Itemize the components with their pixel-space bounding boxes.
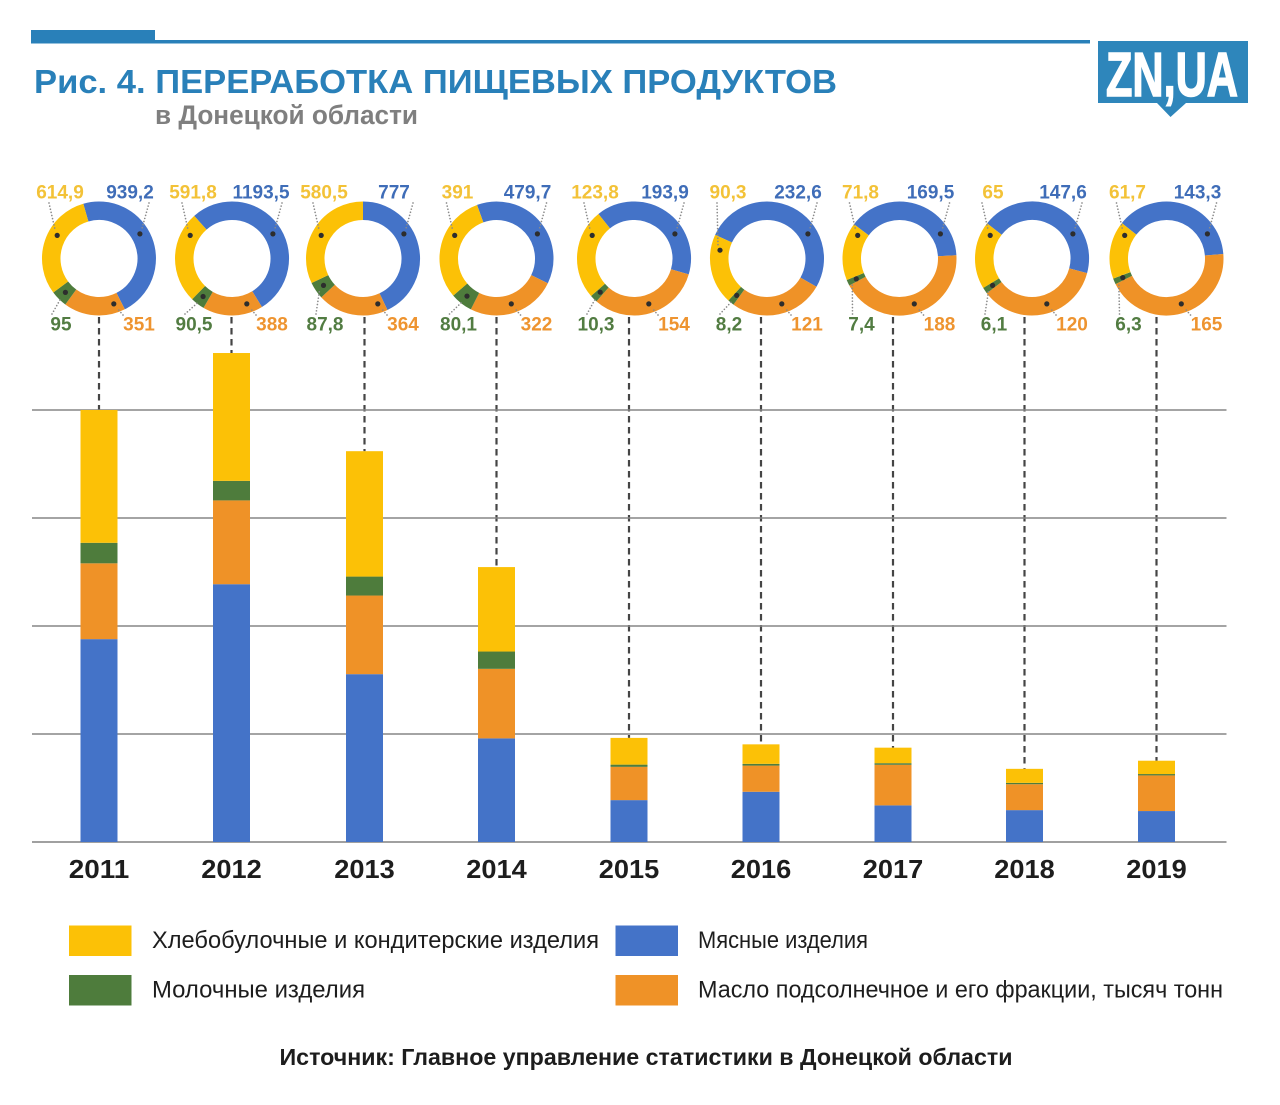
svg-text:80,1: 80,1	[440, 315, 477, 336]
svg-text:123,8: 123,8	[571, 183, 619, 204]
svg-text:2013: 2013	[334, 854, 395, 884]
svg-text:580,5: 580,5	[300, 183, 348, 204]
svg-text:939,2: 939,2	[106, 183, 154, 204]
svg-text:777: 777	[378, 183, 410, 204]
svg-text:188: 188	[924, 315, 956, 336]
svg-text:2017: 2017	[863, 854, 924, 884]
svg-text:Источник: Главное управление с: Источник: Главное управление статистики …	[280, 1044, 1013, 1070]
svg-text:120: 120	[1056, 315, 1088, 336]
svg-text:Молочные изделия: Молочные изделия	[152, 977, 365, 1004]
svg-text:147,6: 147,6	[1039, 183, 1087, 204]
svg-text:Масло подсолнечное и его фракц: Масло подсолнечное и его фракции, тысяч …	[698, 977, 1223, 1004]
svg-text:в Донецкой области: в Донецкой области	[155, 100, 418, 130]
svg-text:71,8: 71,8	[842, 183, 879, 204]
svg-text:232,6: 232,6	[774, 183, 822, 204]
svg-text:169,5: 169,5	[907, 183, 955, 204]
svg-text:90,3: 90,3	[710, 183, 747, 204]
svg-text:165: 165	[1191, 315, 1223, 336]
svg-text:2015: 2015	[599, 854, 660, 884]
svg-text:Мясные изделия: Мясные изделия	[698, 927, 868, 954]
svg-text:6,3: 6,3	[1115, 315, 1141, 336]
svg-text:61,7: 61,7	[1109, 183, 1146, 204]
svg-text:95: 95	[50, 315, 72, 336]
svg-text:2019: 2019	[1126, 854, 1187, 884]
svg-text:2012: 2012	[201, 854, 262, 884]
svg-text:2018: 2018	[994, 854, 1055, 884]
svg-text:479,7: 479,7	[504, 183, 552, 204]
svg-text:143,3: 143,3	[1174, 183, 1222, 204]
svg-text:7,4: 7,4	[848, 315, 875, 336]
svg-text:364: 364	[387, 315, 419, 336]
svg-text:591,8: 591,8	[169, 183, 217, 204]
svg-text:1193,5: 1193,5	[232, 183, 289, 204]
svg-text:6,1: 6,1	[981, 315, 1008, 336]
svg-text:154: 154	[658, 315, 690, 336]
svg-text:90,5: 90,5	[176, 315, 213, 336]
svg-text:87,8: 87,8	[307, 315, 344, 336]
svg-text:65: 65	[982, 183, 1004, 204]
svg-text:614,9: 614,9	[36, 183, 84, 204]
svg-text:8,2: 8,2	[716, 315, 742, 336]
svg-text:2014: 2014	[466, 854, 527, 884]
svg-text:193,9: 193,9	[641, 183, 689, 204]
svg-text:388: 388	[256, 315, 288, 336]
svg-text:Хлебобулочные и кондитерские и: Хлебобулочные и кондитерские изделия	[152, 927, 599, 954]
svg-text:Рис. 4. ПЕРЕРАБОТКА ПИЩЕВЫХ ПР: Рис. 4. ПЕРЕРАБОТКА ПИЩЕВЫХ ПРОДУКТОВ	[34, 63, 837, 100]
svg-text:121: 121	[791, 315, 823, 336]
svg-text:ZN,UA: ZN,UA	[1106, 41, 1238, 110]
svg-text:10,3: 10,3	[578, 315, 615, 336]
svg-text:322: 322	[521, 315, 553, 336]
svg-text:391: 391	[442, 183, 474, 204]
svg-text:2011: 2011	[69, 854, 130, 884]
svg-text:2016: 2016	[731, 854, 792, 884]
svg-text:351: 351	[123, 315, 155, 336]
